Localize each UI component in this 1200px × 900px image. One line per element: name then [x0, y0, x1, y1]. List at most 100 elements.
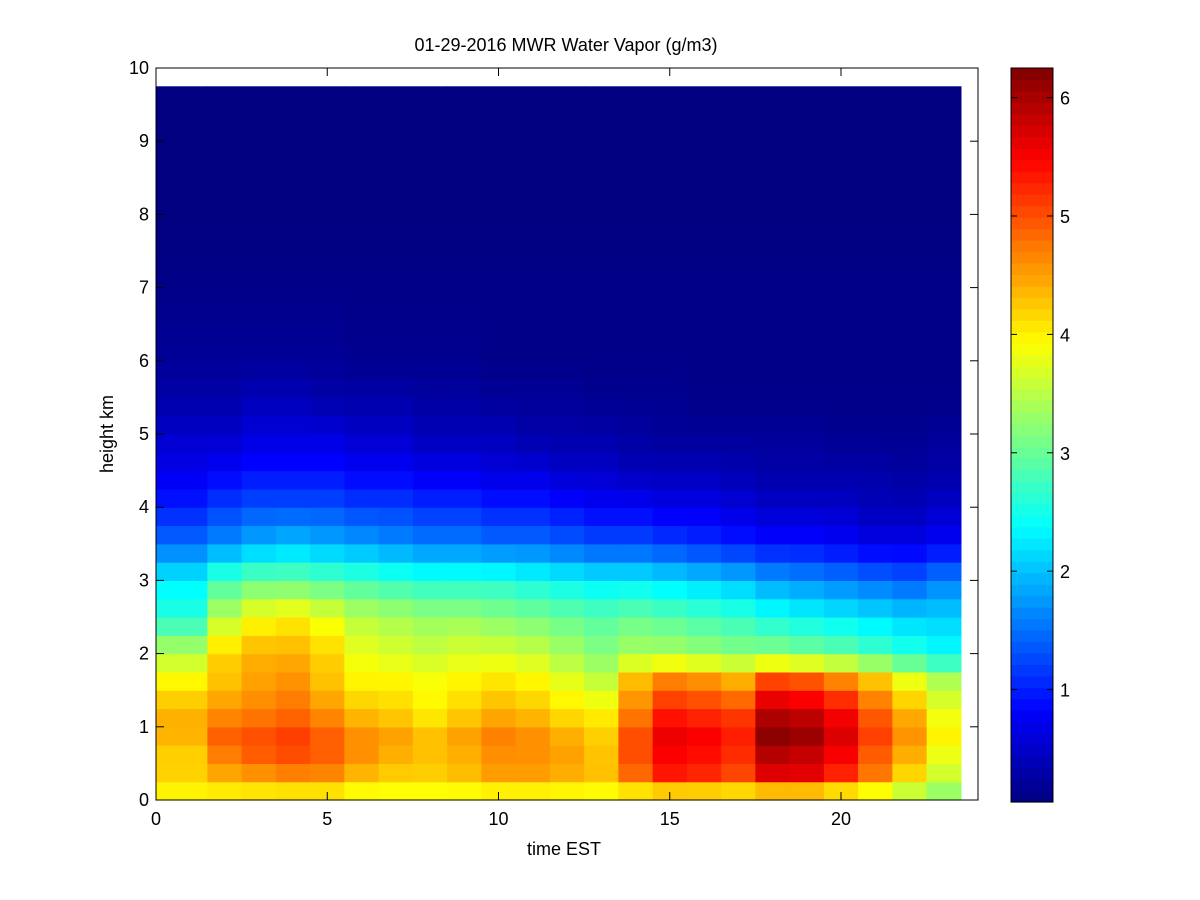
heatmap-cell — [447, 763, 482, 783]
heatmap-cell — [584, 232, 619, 252]
heatmap-cell — [207, 159, 243, 179]
heatmap-cell — [789, 287, 825, 307]
heatmap-cell — [549, 214, 585, 234]
heatmap-cell — [926, 781, 962, 801]
heatmap-cell — [241, 726, 277, 746]
colorbar-segment — [1011, 240, 1053, 253]
heatmap-cell — [447, 104, 482, 124]
heatmap-cell — [344, 470, 380, 490]
heatmap-cell — [584, 452, 619, 472]
heatmap-cell — [755, 122, 791, 142]
heatmap-cell — [275, 671, 311, 691]
heatmap-cell — [481, 324, 517, 344]
heatmap-cell — [549, 269, 585, 289]
heatmap-cell — [241, 104, 277, 124]
heatmap-cell — [156, 653, 174, 673]
heatmap-cell — [481, 159, 517, 179]
heatmap-cell — [412, 269, 448, 289]
heatmap-cell — [447, 122, 482, 142]
heatmap-cell — [344, 141, 380, 161]
heatmap-cell — [858, 543, 893, 563]
heatmap-cell — [241, 415, 277, 435]
heatmap-cell — [207, 177, 243, 197]
heatmap-cell — [618, 251, 654, 270]
heatmap-cell — [310, 781, 345, 801]
colorbar-segment — [1011, 285, 1053, 298]
heatmap-cell — [652, 177, 688, 197]
heatmap-cell — [686, 415, 722, 435]
heatmap-cell — [721, 653, 756, 673]
heatmap-cell — [652, 763, 688, 783]
heatmap-cell — [156, 122, 174, 142]
heatmap-cell — [652, 86, 688, 106]
heatmap-cell — [892, 122, 928, 142]
heatmap-cell — [412, 598, 448, 618]
heatmap-cell — [412, 324, 448, 344]
heatmap-cell — [173, 214, 208, 234]
heatmap-cell — [823, 360, 859, 380]
heatmap-cell — [618, 360, 654, 380]
heatmap-cell — [344, 342, 380, 362]
heatmap-cell — [156, 342, 174, 362]
heatmap-cell — [378, 415, 414, 435]
heatmap-cell — [275, 305, 311, 325]
heatmap-cell — [652, 196, 688, 215]
heatmap-cell — [858, 434, 893, 453]
heatmap-cell — [515, 543, 551, 563]
heatmap-cell — [858, 617, 893, 636]
heatmap-cell — [755, 617, 791, 636]
heatmap-cell — [789, 763, 825, 783]
heatmap-cell — [721, 745, 756, 764]
heatmap-cell — [310, 214, 345, 234]
heatmap-cell — [481, 379, 517, 398]
heatmap-cell — [515, 196, 551, 215]
heatmap-cell — [926, 269, 962, 289]
heatmap-cell — [892, 287, 928, 307]
heatmap-cell — [755, 287, 791, 307]
heatmap-cell — [156, 177, 174, 197]
heatmap-cell — [207, 342, 243, 362]
heatmap-cell — [823, 177, 859, 197]
heatmap-cell — [481, 269, 517, 289]
heatmap-cell — [584, 379, 619, 398]
heatmap-cell — [310, 232, 345, 252]
heatmap-cell — [892, 653, 928, 673]
heatmap-cell — [515, 488, 551, 508]
heatmap-cell — [789, 507, 825, 527]
heatmap-cell — [378, 580, 414, 600]
heatmap-cell — [378, 543, 414, 563]
heatmap-cell — [515, 598, 551, 618]
heatmap-cell — [823, 141, 859, 161]
heatmap-cell — [926, 177, 962, 197]
heatmap-cell — [481, 690, 517, 710]
heatmap-cell — [344, 214, 380, 234]
heatmap-cell — [310, 543, 345, 563]
heatmap-cell — [481, 525, 517, 545]
heatmap-cell — [412, 232, 448, 252]
heatmap-cell — [549, 525, 585, 545]
heatmap-cell — [207, 104, 243, 124]
heatmap-cell — [652, 781, 688, 801]
heatmap-cell — [378, 653, 414, 673]
heatmap-cell — [823, 671, 859, 691]
heatmap-cell — [721, 708, 756, 728]
heatmap-cell — [686, 726, 722, 746]
heatmap-cell — [584, 251, 619, 270]
heatmap-cell — [173, 580, 208, 600]
heatmap-cell — [207, 214, 243, 234]
heatmap-cell — [241, 452, 277, 472]
heatmap-cell — [378, 269, 414, 289]
heatmap-cell — [412, 360, 448, 380]
heatmap-cell — [892, 379, 928, 398]
heatmap-cell — [686, 488, 722, 508]
heatmap-cell — [652, 232, 688, 252]
heatmap-cell — [584, 104, 619, 124]
heatmap-cell — [686, 543, 722, 563]
colorbar-segment — [1011, 320, 1053, 333]
heatmap-cell — [584, 708, 619, 728]
heatmap-cell — [515, 525, 551, 545]
heatmap-cell — [789, 488, 825, 508]
heatmap-cell — [858, 763, 893, 783]
colorbar-segment — [1011, 148, 1053, 161]
y-tick-label: 3 — [139, 570, 149, 590]
